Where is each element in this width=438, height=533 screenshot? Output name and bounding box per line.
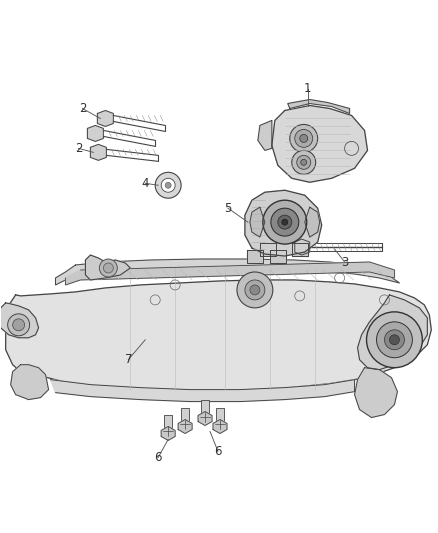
Text: 2: 2 (75, 142, 82, 155)
Circle shape (367, 312, 422, 368)
Bar (216, 408, 224, 430)
Polygon shape (247, 250, 263, 263)
Polygon shape (292, 243, 308, 256)
Polygon shape (355, 368, 397, 417)
Circle shape (250, 285, 260, 295)
Circle shape (237, 272, 273, 308)
Text: 6: 6 (214, 445, 222, 458)
Polygon shape (97, 110, 113, 126)
Text: 6: 6 (155, 451, 162, 464)
Circle shape (103, 263, 113, 273)
Bar (181, 408, 189, 430)
Polygon shape (85, 255, 130, 280)
Polygon shape (56, 259, 399, 285)
Circle shape (278, 215, 292, 229)
Circle shape (301, 159, 307, 165)
Text: 7: 7 (124, 353, 132, 366)
Circle shape (282, 219, 288, 225)
Polygon shape (245, 190, 321, 256)
Polygon shape (198, 411, 212, 425)
Circle shape (271, 208, 299, 236)
Circle shape (300, 134, 308, 142)
Circle shape (385, 330, 404, 350)
Bar (164, 415, 172, 437)
Circle shape (297, 155, 311, 169)
Polygon shape (11, 365, 49, 400)
Text: 4: 4 (141, 177, 149, 190)
Polygon shape (88, 125, 103, 141)
Text: 5: 5 (224, 201, 232, 215)
Polygon shape (178, 419, 192, 433)
Polygon shape (161, 426, 175, 440)
Text: 2: 2 (79, 102, 86, 115)
Circle shape (161, 178, 175, 192)
Polygon shape (295, 239, 310, 255)
Circle shape (295, 130, 313, 148)
Circle shape (155, 172, 181, 198)
Polygon shape (260, 243, 276, 256)
Polygon shape (50, 379, 355, 401)
Polygon shape (250, 207, 265, 237)
Circle shape (263, 200, 307, 244)
Polygon shape (272, 106, 367, 182)
Circle shape (377, 322, 413, 358)
Circle shape (292, 150, 316, 174)
Circle shape (8, 314, 30, 336)
Polygon shape (357, 295, 427, 370)
Polygon shape (270, 250, 286, 263)
Circle shape (389, 335, 399, 345)
Polygon shape (66, 262, 395, 285)
Polygon shape (6, 280, 431, 393)
Polygon shape (288, 100, 350, 114)
Text: 3: 3 (341, 255, 348, 269)
Circle shape (99, 259, 117, 277)
Polygon shape (258, 120, 272, 150)
Circle shape (13, 319, 25, 331)
Text: 1: 1 (304, 82, 311, 95)
Polygon shape (90, 144, 106, 160)
Circle shape (165, 182, 171, 188)
Circle shape (290, 124, 318, 152)
Polygon shape (0, 303, 39, 338)
Polygon shape (213, 419, 227, 433)
Circle shape (245, 280, 265, 300)
Polygon shape (305, 207, 320, 237)
Bar (201, 400, 209, 422)
